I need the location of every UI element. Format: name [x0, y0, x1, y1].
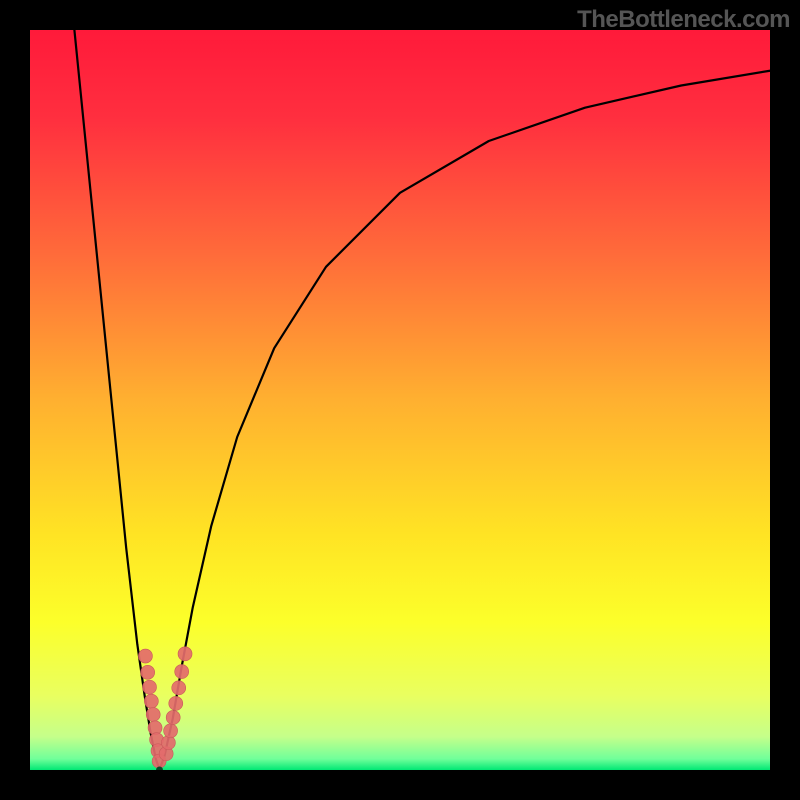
marker-dot	[146, 708, 160, 722]
marker-cluster-right	[159, 647, 192, 761]
marker-dot	[178, 647, 192, 661]
marker-dot	[166, 710, 180, 724]
marker-dot	[144, 694, 158, 708]
marker-dot	[138, 649, 152, 663]
marker-dot	[169, 696, 183, 710]
marker-dot	[172, 681, 186, 695]
marker-dot	[143, 680, 157, 694]
plot-area	[30, 30, 770, 770]
curve-layer	[30, 30, 770, 770]
marker-dot	[164, 724, 178, 738]
watermark-text: TheBottleneck.com	[577, 6, 790, 34]
marker-dot	[141, 665, 155, 679]
chart-outer-frame: TheBottleneck.com	[0, 0, 800, 800]
marker-dot	[175, 665, 189, 679]
curve-right-branch	[160, 71, 771, 770]
